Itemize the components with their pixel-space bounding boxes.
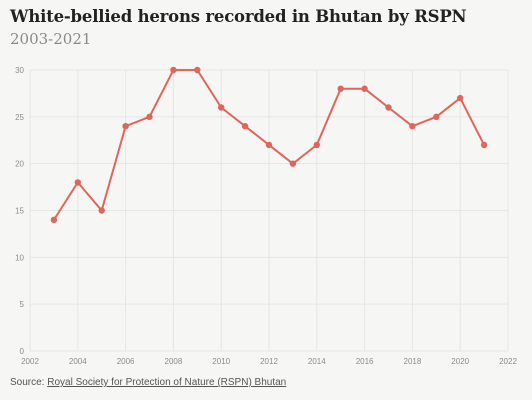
y-tick-label: 20 — [15, 160, 24, 169]
data-point — [218, 104, 225, 111]
x-tick-label: 2022 — [499, 357, 517, 366]
x-tick-label: 2002 — [21, 357, 39, 366]
data-point — [98, 207, 105, 214]
data-point — [194, 66, 201, 74]
y-tick-label: 25 — [15, 113, 24, 122]
x-tick-label: 2014 — [308, 357, 326, 366]
data-point — [146, 113, 153, 121]
line-chart: 0 5 10 15 20 25 30 2002 2004 2006 2008 2010 2012 2014… — [15, 66, 517, 366]
data-point — [241, 123, 249, 130]
y-tick-label: 15 — [15, 207, 24, 216]
x-tick-label: 2006 — [117, 357, 135, 366]
x-tick-label: 2008 — [165, 357, 183, 366]
data-point — [74, 179, 82, 186]
source-prefix: Source: — [10, 377, 45, 388]
x-tick-label: 2020 — [451, 357, 469, 366]
data-point — [170, 66, 177, 74]
source-note: Source: Royal Society for Protection of … — [10, 377, 286, 388]
data-point — [361, 85, 368, 92]
data-point — [50, 216, 58, 224]
data-point — [409, 123, 416, 130]
source-link[interactable]: Royal Society for Protection of Nature (… — [47, 377, 287, 388]
x-tick-label: 2010 — [212, 357, 230, 366]
data-point — [433, 113, 440, 121]
y-tick-label: 0 — [20, 347, 25, 356]
data-point — [337, 85, 344, 92]
data-point — [265, 141, 273, 149]
data-point — [289, 160, 297, 167]
data-point — [480, 141, 488, 149]
data-point — [385, 104, 392, 111]
x-tick-label: 2012 — [260, 357, 278, 366]
chart-subtitle: 2003-2021 — [10, 30, 92, 48]
y-tick-label: 10 — [15, 253, 24, 262]
data-point — [122, 123, 129, 130]
y-tick-label: 30 — [15, 66, 24, 75]
data-point — [457, 94, 464, 102]
x-tick-label: 2004 — [69, 357, 87, 366]
y-tick-label: 5 — [20, 300, 25, 309]
x-tick-label: 2016 — [356, 357, 374, 366]
x-tick-label: 2018 — [404, 357, 422, 366]
chart-title: White-bellied herons recorded in Bhutan … — [10, 7, 467, 26]
data-point — [313, 141, 320, 149]
